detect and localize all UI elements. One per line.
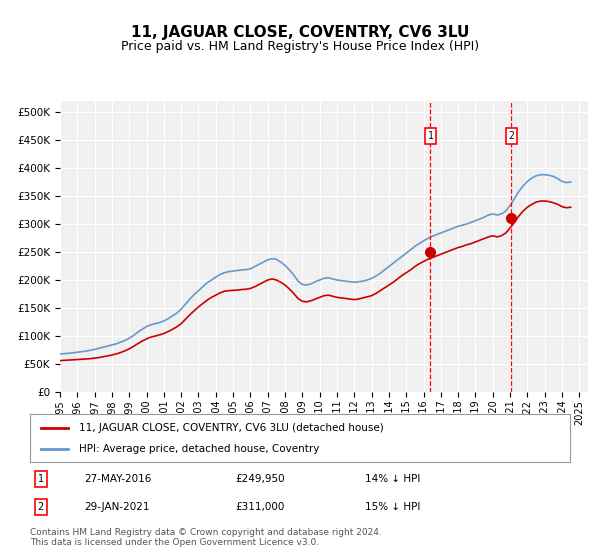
Text: 27-MAY-2016: 27-MAY-2016 <box>84 474 151 484</box>
Text: 14% ↓ HPI: 14% ↓ HPI <box>365 474 420 484</box>
Text: 1: 1 <box>428 130 433 141</box>
Text: £249,950: £249,950 <box>235 474 285 484</box>
Text: 1: 1 <box>38 474 44 484</box>
Text: 2: 2 <box>38 502 44 512</box>
Text: 11, JAGUAR CLOSE, COVENTRY, CV6 3LU (detached house): 11, JAGUAR CLOSE, COVENTRY, CV6 3LU (det… <box>79 423 383 433</box>
Text: 29-JAN-2021: 29-JAN-2021 <box>84 502 149 512</box>
Text: 2: 2 <box>509 130 514 141</box>
Text: Price paid vs. HM Land Registry's House Price Index (HPI): Price paid vs. HM Land Registry's House … <box>121 40 479 53</box>
Text: 11, JAGUAR CLOSE, COVENTRY, CV6 3LU: 11, JAGUAR CLOSE, COVENTRY, CV6 3LU <box>131 25 469 40</box>
Text: Contains HM Land Registry data © Crown copyright and database right 2024.
This d: Contains HM Land Registry data © Crown c… <box>30 528 382 547</box>
Text: 15% ↓ HPI: 15% ↓ HPI <box>365 502 420 512</box>
Text: HPI: Average price, detached house, Coventry: HPI: Average price, detached house, Cove… <box>79 444 319 454</box>
Text: £311,000: £311,000 <box>235 502 284 512</box>
